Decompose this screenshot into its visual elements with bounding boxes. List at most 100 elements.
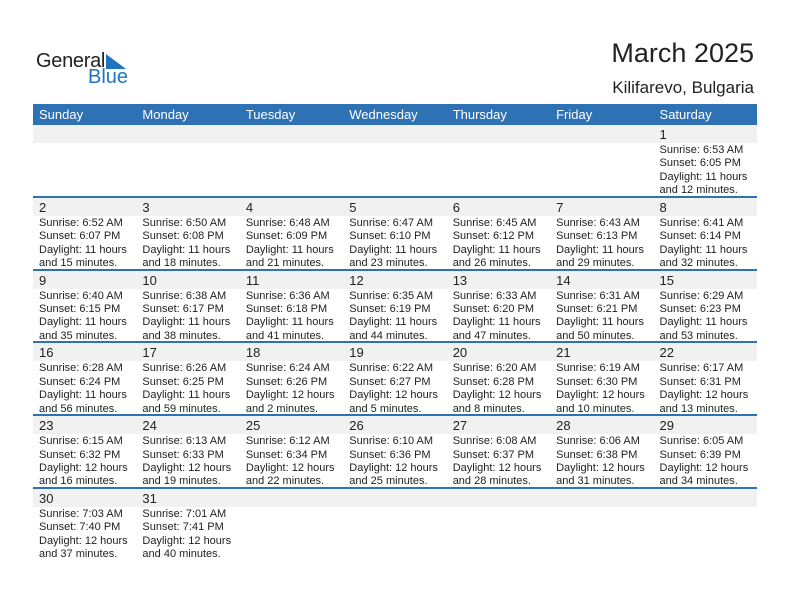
day-cell: 26 Sunrise: 6:10 AM Sunset: 6:36 PM Dayligh… — [343, 416, 447, 489]
day-number — [446, 488, 551, 507]
daylight-text: Daylight: 11 hours — [556, 316, 644, 329]
page-title: March 2025 — [611, 38, 754, 68]
daylight-text: Daylight: 12 hours — [349, 389, 438, 402]
week-row: 23 Sunrise: 6:15 AM Sunset: 6:32 PM Dayligh… — [33, 416, 757, 489]
day-cell: 27 Sunrise: 6:08 AM Sunset: 6:37 PM Dayligh… — [446, 416, 551, 489]
sunrise-text: Sunrise: 6:08 AM — [452, 435, 537, 448]
day-number: 12 — [343, 270, 447, 289]
day-number: 24 — [136, 416, 240, 435]
day-number: 18 — [239, 343, 344, 362]
day-number: 17 — [136, 343, 240, 362]
day-number — [239, 125, 344, 143]
sunset-text: Sunset: 6:32 PM — [39, 448, 121, 461]
day-info: Sunrise: 6:10 AM Sunset: 6:36 PM Daylight:… — [343, 434, 446, 489]
sunset-text: Sunset: 6:39 PM — [659, 448, 741, 461]
daylight-text: Daylight: 12 hours — [452, 389, 542, 402]
sunrise-text: Sunrise: 6:13 AM — [142, 435, 227, 448]
day-cell: 24 Sunrise: 6:13 AM Sunset: 6:33 PM Dayligh… — [136, 416, 240, 488]
daylight-text: and 19 minutes. — [142, 475, 221, 488]
sunset-text: Sunset: 6:33 PM — [142, 448, 224, 461]
day-cell: 31 Sunrise: 7:01 AM Sunset: 7:41 PM Dayligh… — [136, 488, 240, 562]
week-row: 2 Sunrise: 6:52 AM Sunset: 6:07 PM Daylight… — [33, 197, 757, 271]
day-info: Sunrise: 6:08 AM Sunset: 6:37 PM Daylight:… — [447, 434, 550, 489]
day-cell: 12 Sunrise: 6:35 AM Sunset: 6:19 PM Dayligh… — [343, 270, 447, 342]
day-info: Sunrise: 6:48 AM Sunset: 6:09 PM Daylight:… — [240, 216, 343, 271]
daylight-text: and 41 minutes. — [245, 329, 325, 342]
daylight-text: Daylight: 11 hours — [452, 243, 541, 256]
day-number: 31 — [136, 488, 240, 507]
day-number: 9 — [33, 270, 137, 289]
day-number — [239, 488, 344, 507]
sunrise-text: Sunrise: 6:12 AM — [245, 435, 330, 448]
sunset-text: Sunset: 6:09 PM — [245, 230, 328, 243]
sunrise-text: Sunrise: 6:41 AM — [659, 216, 744, 229]
sunrise-text: Sunrise: 6:35 AM — [349, 289, 434, 302]
day-cell: 1 Sunrise: 6:53 AM Sunset: 6:05 PM Daylight… — [653, 125, 757, 196]
weekday-friday: Friday — [556, 107, 593, 122]
daylight-text: and 37 minutes. — [39, 548, 118, 561]
day-number: 3 — [136, 197, 240, 216]
sunrise-text: Sunrise: 6:28 AM — [39, 362, 123, 375]
day-cell: 18 Sunrise: 6:24 AM Sunset: 6:26 PM Dayligh… — [239, 343, 344, 416]
logo-text-blue: Blue — [88, 66, 129, 88]
day-number: 26 — [343, 416, 447, 435]
day-info: Sunrise: 6:28 AM Sunset: 6:24 PM Daylight:… — [33, 361, 136, 416]
day-info: Sunrise: 6:17 AM Sunset: 6:31 PM Daylight:… — [654, 361, 757, 416]
daylight-text: Daylight: 12 hours — [659, 462, 749, 474]
sunrise-text: Sunrise: 7:03 AM — [39, 507, 123, 520]
logo: General Blue — [36, 50, 136, 90]
daylight-text: and 25 minutes. — [349, 475, 428, 488]
day-number — [136, 125, 240, 143]
empty-cell — [446, 488, 551, 562]
weekday-thursday: Thursday — [452, 107, 507, 122]
calendar: Sunday Monday Tuesday Wednesday Thursday Frid… — [33, 104, 757, 562]
sunset-text: Sunset: 6:28 PM — [452, 375, 535, 388]
location: Kilifarevo, Bulgaria — [612, 78, 754, 97]
day-cell: 29 Sunrise: 6:05 AM Sunset: 6:39 PM Dayligh… — [653, 416, 757, 488]
empty-cell — [446, 125, 551, 196]
day-cell: 17 Sunrise: 6:26 AM Sunset: 6:25 PM Dayligh… — [136, 343, 240, 415]
day-cell: 28 Sunrise: 6:06 AM Sunset: 6:38 PM Dayligh… — [550, 416, 654, 489]
daylight-text: and 28 minutes. — [452, 475, 531, 488]
sunset-text: Sunset: 6:08 PM — [142, 230, 224, 243]
day-cell: 14 Sunrise: 6:31 AM Sunset: 6:21 PM Dayligh… — [550, 270, 654, 342]
day-cell: 10 Sunrise: 6:38 AM Sunset: 6:17 PM Dayligh… — [136, 270, 240, 344]
day-number: 16 — [33, 343, 137, 362]
daylight-text: and 47 minutes. — [452, 329, 531, 342]
day-number: 29 — [653, 416, 757, 435]
day-number: 27 — [446, 416, 551, 435]
daylight-text: and 34 minutes. — [659, 475, 738, 488]
day-number: 15 — [653, 270, 757, 289]
daylight-text: Daylight: 11 hours — [659, 243, 748, 256]
day-cell: 19 Sunrise: 6:22 AM Sunset: 6:27 PM Dayligh… — [343, 343, 447, 415]
weekday-tuesday: Tuesday — [245, 107, 296, 122]
sunrise-text: Sunrise: 6:10 AM — [349, 435, 434, 448]
sunset-text: Sunset: 6:20 PM — [452, 303, 535, 315]
sunset-text: Sunset: 6:31 PM — [659, 375, 741, 388]
daylight-text: and 16 minutes. — [39, 475, 118, 488]
sunset-text: Sunset: 6:13 PM — [556, 230, 638, 243]
day-info: Sunrise: 6:38 AM Sunset: 6:17 PM Daylight:… — [136, 289, 239, 344]
day-number: 5 — [343, 197, 447, 216]
empty-cell — [343, 488, 447, 562]
sunset-text: Sunset: 6:18 PM — [245, 303, 328, 315]
day-info: Sunrise: 6:40 AM Sunset: 6:15 PM Daylight:… — [33, 289, 136, 344]
day-info: Sunrise: 6:24 AM Sunset: 6:26 PM Daylight:… — [240, 361, 343, 416]
sunrise-text: Sunrise: 6:29 AM — [659, 289, 744, 302]
day-info: Sunrise: 6:45 AM Sunset: 6:12 PM Daylight:… — [447, 216, 550, 271]
logo-triangle-icon — [106, 54, 126, 69]
daylight-text: and 23 minutes. — [349, 257, 428, 270]
empty-cell — [550, 125, 654, 196]
sunrise-text: Sunrise: 6:52 AM — [39, 216, 123, 229]
daylight-text: and 35 minutes. — [39, 329, 118, 342]
sunrise-text: Sunrise: 6:50 AM — [142, 216, 227, 229]
day-info: Sunrise: 6:52 AM Sunset: 6:07 PM Daylight:… — [33, 216, 136, 271]
day-number: 7 — [550, 197, 654, 216]
weekday-sunday: Sunday — [39, 107, 84, 122]
day-cell: 7 Sunrise: 6:43 AM Sunset: 6:13 PM Daylight… — [550, 197, 654, 269]
daylight-text: and 31 minutes. — [556, 475, 635, 488]
sunrise-text: Sunrise: 6:26 AM — [142, 362, 227, 375]
day-info: Sunrise: 7:03 AM Sunset: 7:40 PM Daylight:… — [33, 507, 136, 562]
day-info: Sunrise: 6:06 AM Sunset: 6:38 PM Daylight:… — [550, 434, 653, 489]
sunrise-text: Sunrise: 6:06 AM — [556, 435, 640, 448]
